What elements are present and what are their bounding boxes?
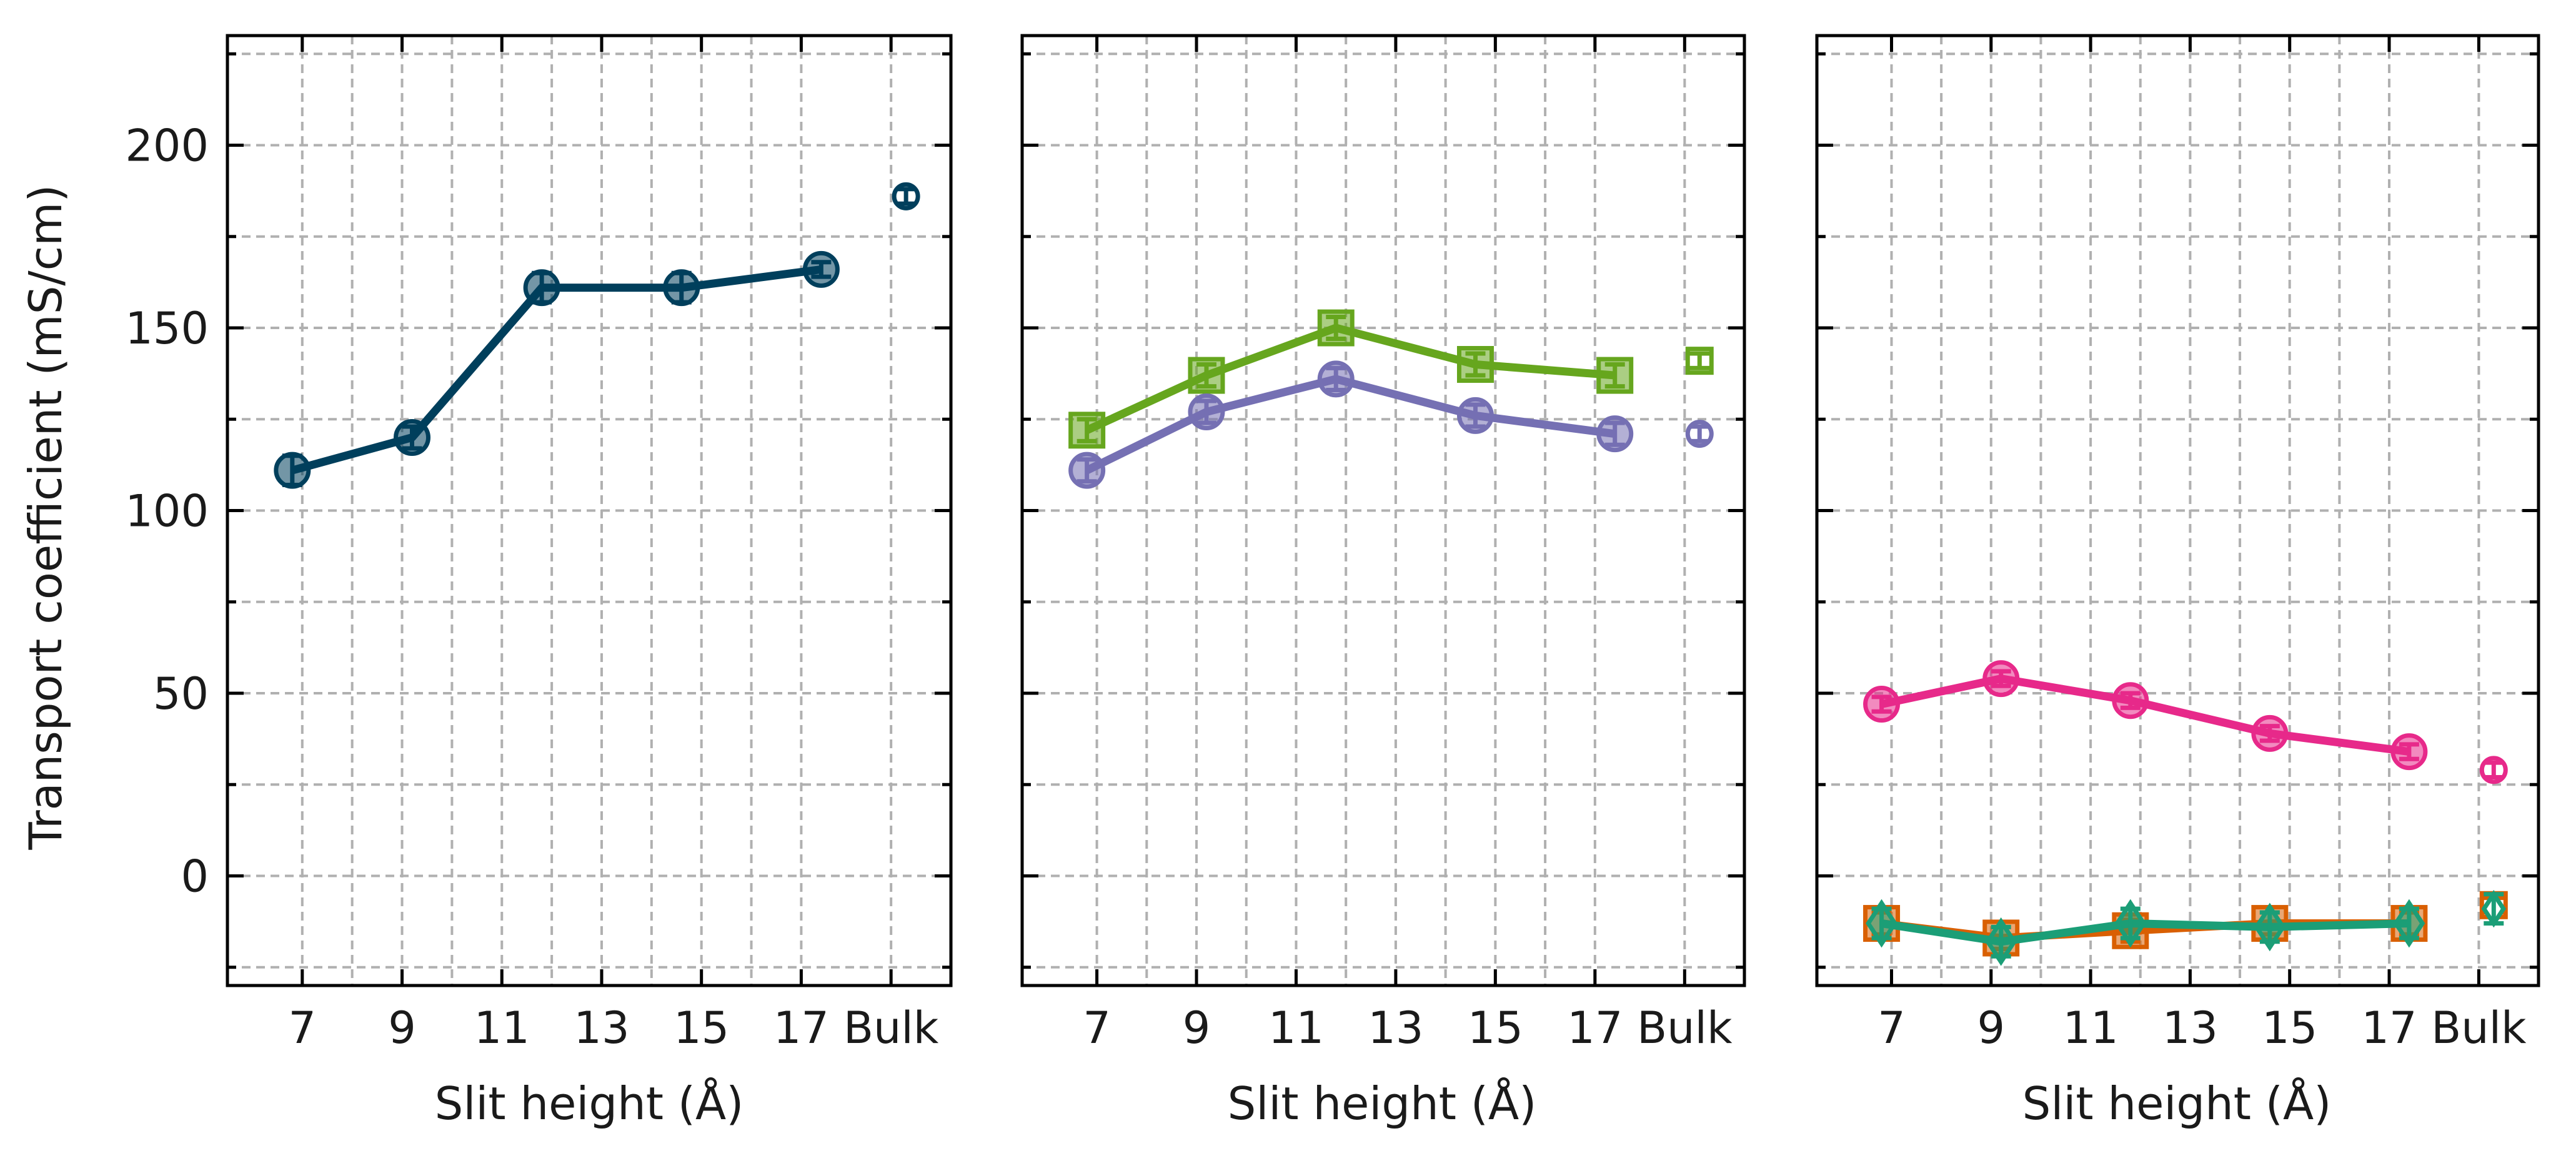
- x-tick-label: 7: [1083, 1002, 1111, 1054]
- data-point: [1596, 357, 1634, 394]
- series-0: [274, 182, 920, 489]
- panel-left: 7 9 11 13 15 17 Bulk 0 50 100 150 200: [125, 34, 953, 1054]
- bulk-error-bar: [2484, 892, 2504, 926]
- x-tick-label: 17: [773, 1002, 829, 1054]
- x-tick-label: 7: [1877, 1002, 1906, 1054]
- y-tick-label: 50: [153, 668, 209, 719]
- x-tick-label: 9: [1183, 1002, 1211, 1054]
- series-0: [1068, 309, 1714, 449]
- data-point: [802, 250, 840, 288]
- data-point: [1456, 397, 1494, 434]
- data-point: [1068, 452, 1106, 489]
- y-axis-label: Transport coefficient (mS/cm): [19, 185, 72, 851]
- bulk-error-bar: [1689, 351, 1710, 370]
- data-point: [2390, 733, 2428, 771]
- x-tick-label: 15: [674, 1002, 729, 1054]
- panel-right: 7 9 11 13 15 17 Bulk: [1815, 34, 2540, 1054]
- x-tick-label: 11: [474, 1002, 530, 1054]
- data-point: [663, 269, 700, 307]
- data-point: [1317, 309, 1355, 347]
- data-point: [2251, 714, 2289, 752]
- x-tick-label: 15: [2262, 1002, 2317, 1054]
- grid: [1022, 36, 1744, 986]
- x-tick-label: 13: [2162, 1002, 2218, 1054]
- x-tick-label: 13: [574, 1002, 629, 1054]
- y-tick-label: 150: [125, 303, 209, 354]
- y-tick-label: 200: [125, 121, 209, 172]
- bulk-error-bar: [1689, 424, 1710, 443]
- x-axis-label-right: Slit height (Å): [2022, 1077, 2332, 1130]
- data-point: [2254, 902, 2286, 952]
- x-tick-label: Bulk: [2431, 1002, 2527, 1054]
- x-tick-label: Bulk: [1637, 1002, 1733, 1054]
- series-1: [1068, 360, 1714, 489]
- x-tick-label: 13: [1368, 1002, 1423, 1054]
- data-point: [1866, 899, 1898, 948]
- data-point: [1985, 917, 2017, 966]
- x-tick-label: 11: [1268, 1002, 1324, 1054]
- data-point: [1068, 412, 1106, 449]
- data-point: [1982, 660, 2020, 698]
- data-point: [1188, 357, 1225, 394]
- data-point: [1456, 346, 1494, 383]
- x-tick-label: 15: [1468, 1002, 1523, 1054]
- bulk-error-bar: [2484, 760, 2504, 780]
- grid: [227, 36, 951, 986]
- x-tick-label: 7: [289, 1002, 317, 1054]
- y-tick-label: 100: [125, 486, 209, 537]
- x-tick-label: Bulk: [843, 1002, 939, 1054]
- series-0: [1863, 660, 2508, 784]
- x-tick-label: 9: [388, 1002, 416, 1054]
- data-point: [2393, 899, 2425, 948]
- data-point: [1596, 415, 1634, 453]
- data-point: [274, 452, 311, 489]
- data-point: [523, 269, 560, 307]
- x-tick-label: 11: [2063, 1002, 2119, 1054]
- x-tick-label: 9: [1977, 1002, 2006, 1054]
- data-point: [2112, 682, 2149, 719]
- series-2: [1866, 890, 2507, 966]
- data-point: [2114, 899, 2147, 948]
- x-axis-label-left: Slit height (Å): [435, 1077, 744, 1130]
- x-tick-label: 17: [2361, 1002, 2417, 1054]
- panel-middle: 7 9 11 13 15 17 Bulk: [1020, 34, 1746, 1054]
- x-tick-label: 17: [1567, 1002, 1623, 1054]
- data-point: [1317, 360, 1355, 398]
- x-axis-label-middle: Slit height (Å): [1228, 1077, 1537, 1130]
- data-point: [1188, 393, 1225, 431]
- data-point: [1863, 686, 1901, 723]
- y-tick-label: 0: [181, 851, 209, 902]
- bulk-error-bar: [896, 187, 917, 206]
- data-point: [393, 419, 430, 456]
